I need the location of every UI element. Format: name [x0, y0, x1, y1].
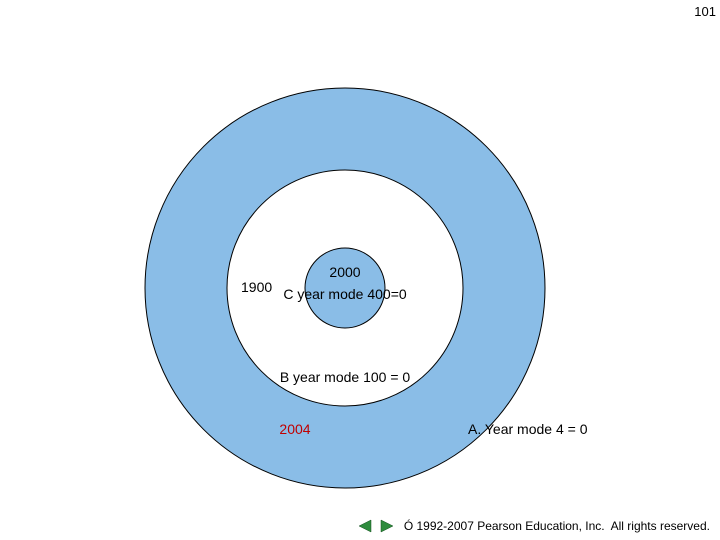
label-inner-bottom: C year mode 400=0	[283, 286, 407, 302]
triangle-right-icon	[379, 519, 395, 533]
slide-page: 101 2000 C year mode 400=0 1900 B year m…	[0, 0, 720, 540]
label-outer-lower-left: 2004	[279, 421, 310, 437]
prev-button[interactable]	[356, 518, 374, 534]
label-outside-right: A. Year mode 4 = 0	[468, 421, 588, 437]
copyright-text: Ó 1992-2007 Pearson Education, Inc. All …	[404, 519, 710, 533]
label-middle-left: 1900	[241, 279, 272, 295]
triangle-left-icon	[357, 519, 373, 533]
label-inner-top: 2000	[329, 264, 360, 280]
nav-controls	[356, 518, 396, 534]
next-button[interactable]	[378, 518, 396, 534]
label-middle-lower: B year mode 100 = 0	[280, 369, 411, 385]
venn-diagram: 2000 C year mode 400=0 1900 B year mode …	[0, 0, 720, 540]
footer: Ó 1992-2007 Pearson Education, Inc. All …	[356, 518, 710, 534]
